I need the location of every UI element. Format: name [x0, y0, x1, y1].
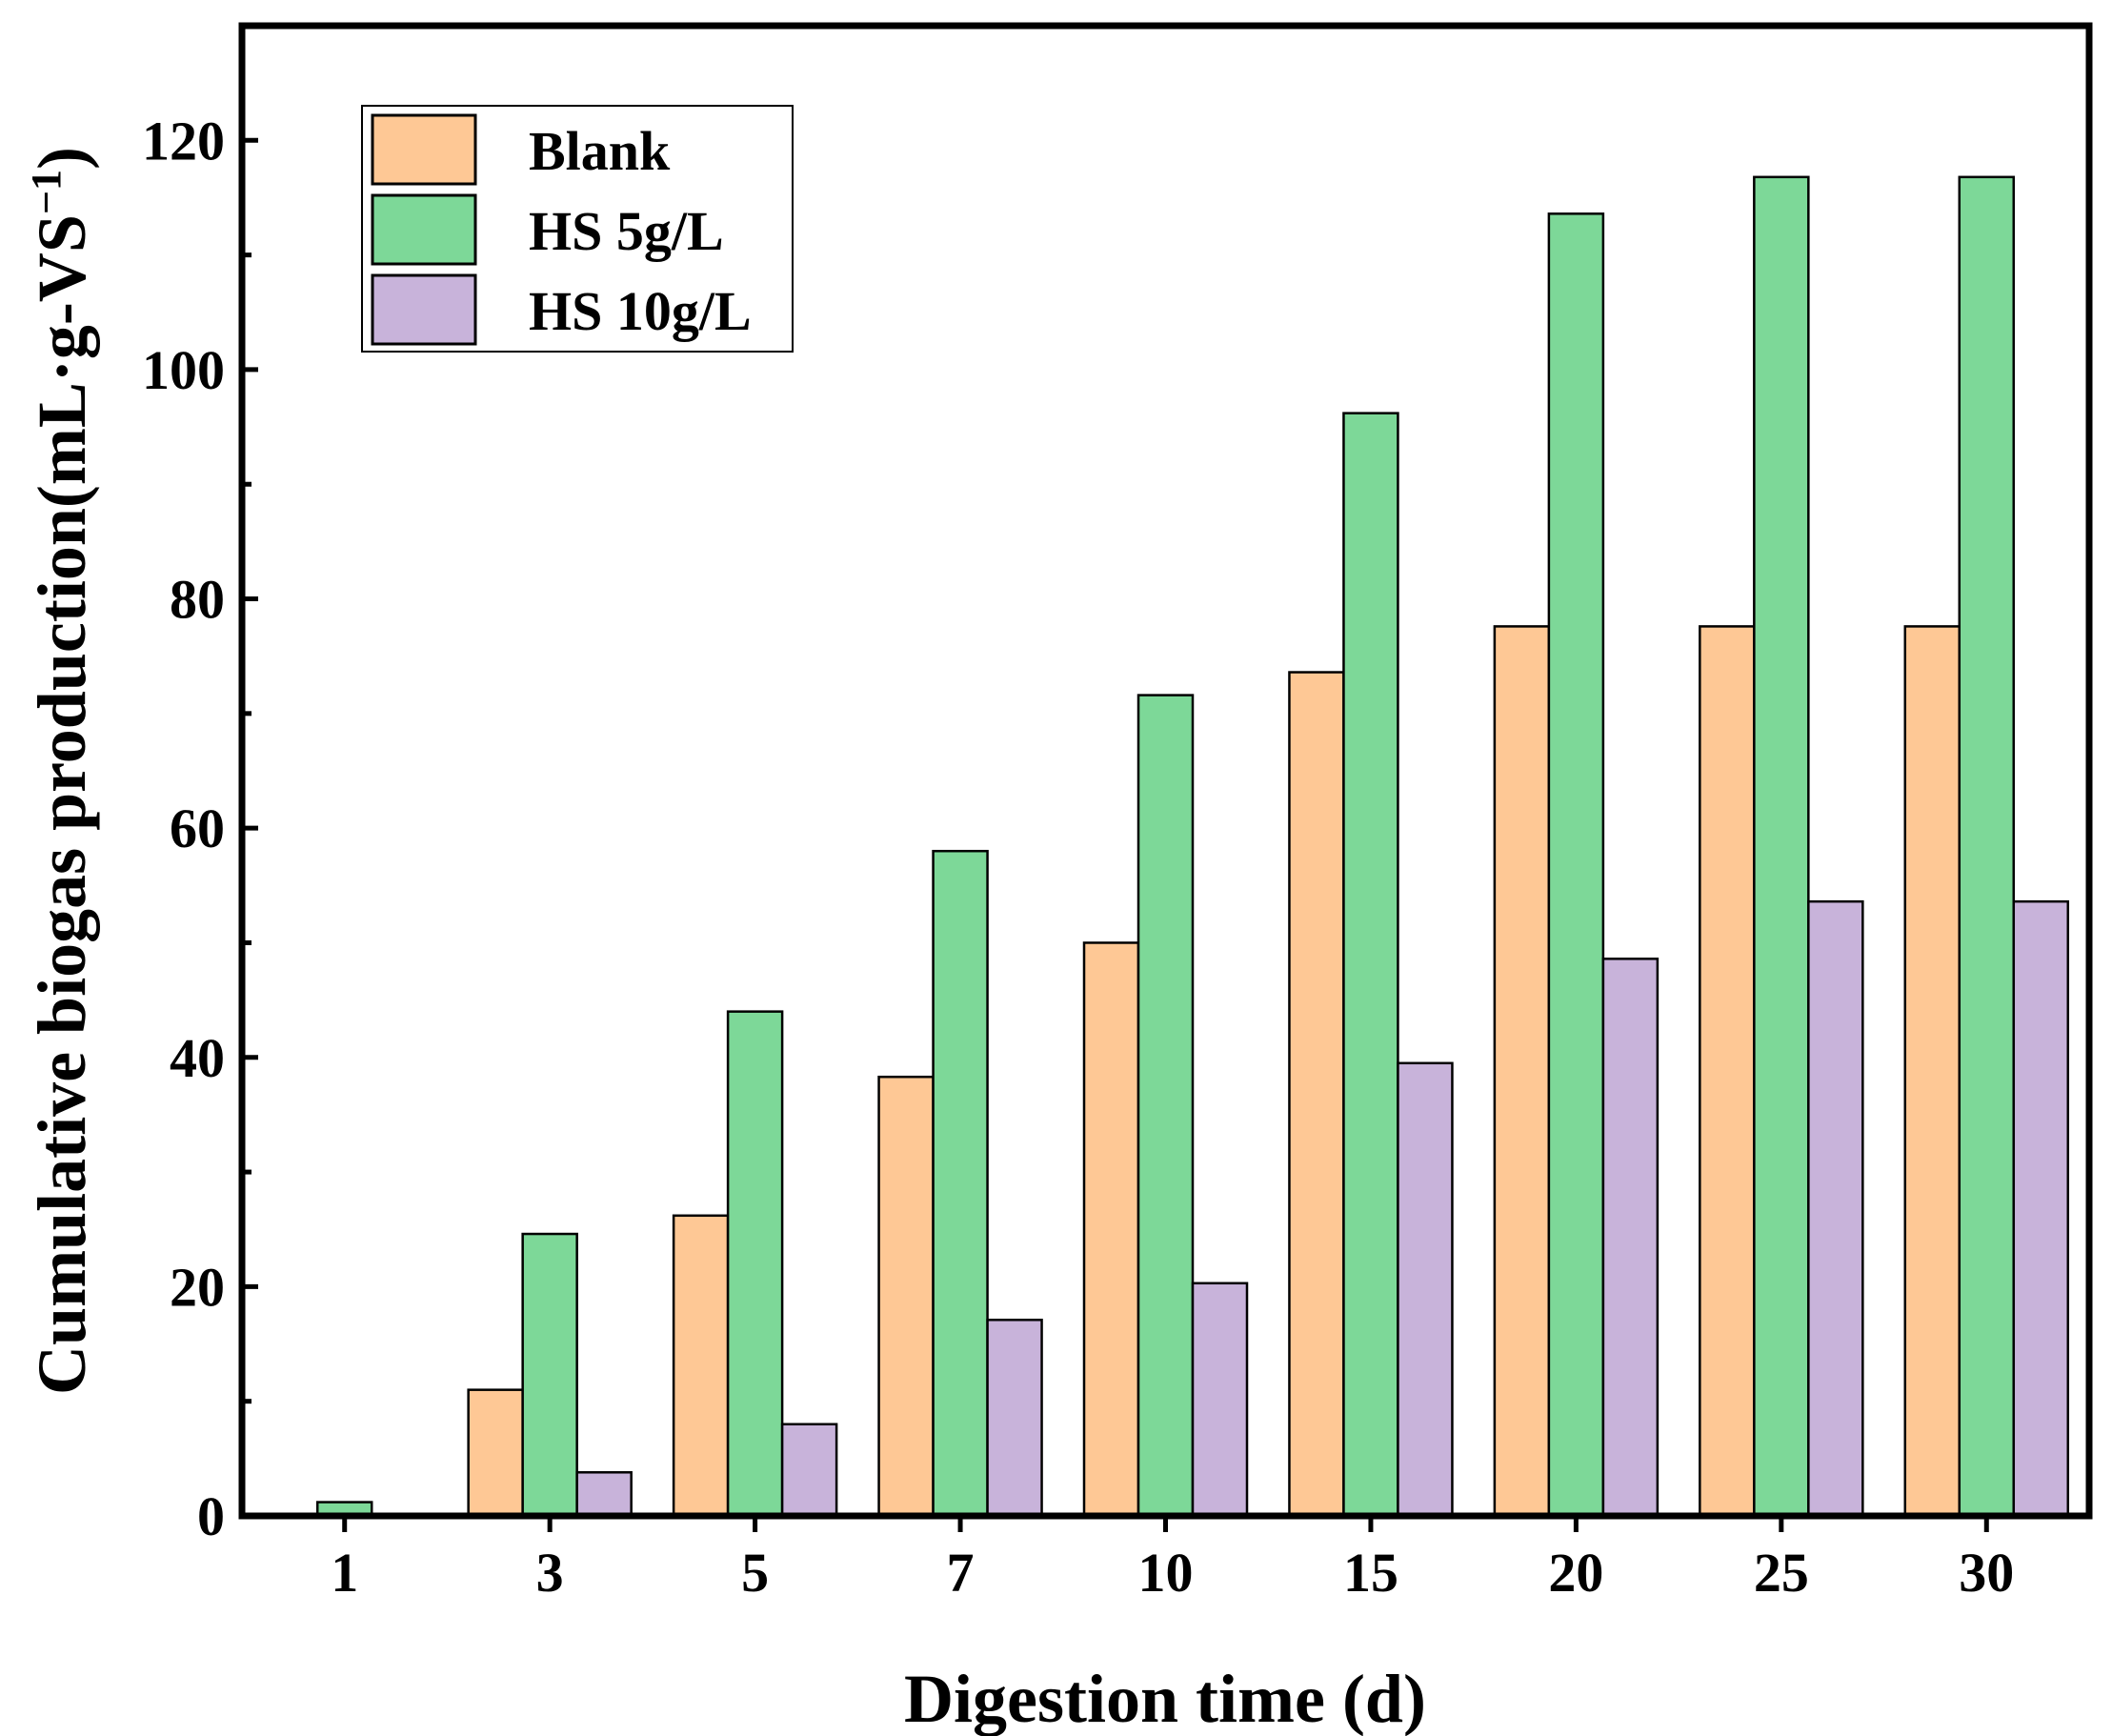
bar-hs-5g-l-day-3 — [521, 1232, 578, 1518]
x-tick-label-30: 30 — [1959, 1542, 2014, 1604]
y-tick-label-0: 0 — [197, 1485, 225, 1547]
bar-hs-10g-l-day-7 — [986, 1319, 1043, 1518]
plot-frame — [238, 22, 2093, 1520]
bar-blank-day-7 — [877, 1075, 935, 1518]
x-tick-label-20: 20 — [1548, 1542, 1603, 1604]
legend-swatch-hs10 — [371, 273, 477, 346]
y-axis-title-main: Cumulative biogas production(mL·g-VS — [24, 214, 100, 1395]
y-tick-label-20: 20 — [170, 1256, 225, 1318]
legend-label-blank: Blank — [529, 120, 671, 182]
bar-blank-day-25 — [1699, 625, 1756, 1518]
bar-blank-day-10 — [1082, 941, 1140, 1518]
bar-hs-10g-l-day-5 — [780, 1423, 838, 1518]
legend: Blank HS 5g/L HS 10g/L — [361, 105, 794, 353]
bar-blank-day-5 — [672, 1214, 730, 1518]
legend-label-hs10: HS 10g/L — [529, 280, 752, 342]
bar-blank-day-3 — [467, 1388, 524, 1518]
bar-hs-5g-l-day-20 — [1547, 212, 1605, 1518]
bar-hs-5g-l-day-7 — [932, 849, 989, 1518]
y-tick-label-40: 40 — [170, 1027, 225, 1089]
bar-hs-5g-l-day-30 — [1958, 175, 2016, 1518]
x-tick-label-5: 5 — [741, 1542, 769, 1604]
bar-blank-day-20 — [1493, 625, 1551, 1518]
x-tick-label-10: 10 — [1138, 1542, 1194, 1604]
bar-blank-day-30 — [1903, 625, 1961, 1518]
legend-swatch-blank — [371, 113, 477, 186]
x-tick-label-3: 3 — [536, 1542, 564, 1604]
y-tick-label-120: 120 — [142, 110, 225, 172]
bars-group — [315, 175, 2070, 1518]
bar-hs-10g-l-day-3 — [575, 1471, 633, 1518]
y-axis-title-close: ) — [24, 147, 100, 170]
bar-hs-10g-l-day-15 — [1397, 1061, 1454, 1518]
y-tick-label-60: 60 — [170, 797, 225, 859]
x-axis-title: Digestion time (d) — [904, 1661, 1426, 1736]
bar-hs-5g-l-day-10 — [1136, 694, 1195, 1518]
legend-swatch-hs5 — [371, 193, 477, 266]
bar-hs-10g-l-day-25 — [1807, 899, 1864, 1518]
y-axis-title: Cumulative biogas production(mL·g-VS−1) — [23, 147, 100, 1395]
x-tick-label-7: 7 — [947, 1542, 975, 1604]
bar-hs-5g-l-day-25 — [1753, 175, 1810, 1518]
bar-hs-5g-l-day-5 — [726, 1010, 784, 1518]
ticks-group: 0 20 40 60 80 100 120 1 3 5 7 10 15 20 25 30 — [142, 110, 2014, 1604]
x-tick-label-1: 1 — [331, 1542, 358, 1604]
bar-hs-5g-l-day-15 — [1342, 412, 1399, 1518]
bar-blank-day-15 — [1288, 671, 1345, 1518]
bar-hs-10g-l-day-30 — [2012, 899, 2070, 1518]
x-tick-label-25: 25 — [1754, 1542, 1809, 1604]
y-tick-label-100: 100 — [142, 339, 225, 401]
legend-label-hs5: HS 5g/L — [529, 200, 724, 262]
bar-hs-10g-l-day-20 — [1601, 958, 1659, 1518]
y-tick-label-80: 80 — [170, 569, 225, 631]
x-tick-label-15: 15 — [1343, 1542, 1398, 1604]
y-axis-title-superscript: −1 — [23, 170, 70, 214]
bar-hs-10g-l-day-10 — [1191, 1282, 1249, 1518]
